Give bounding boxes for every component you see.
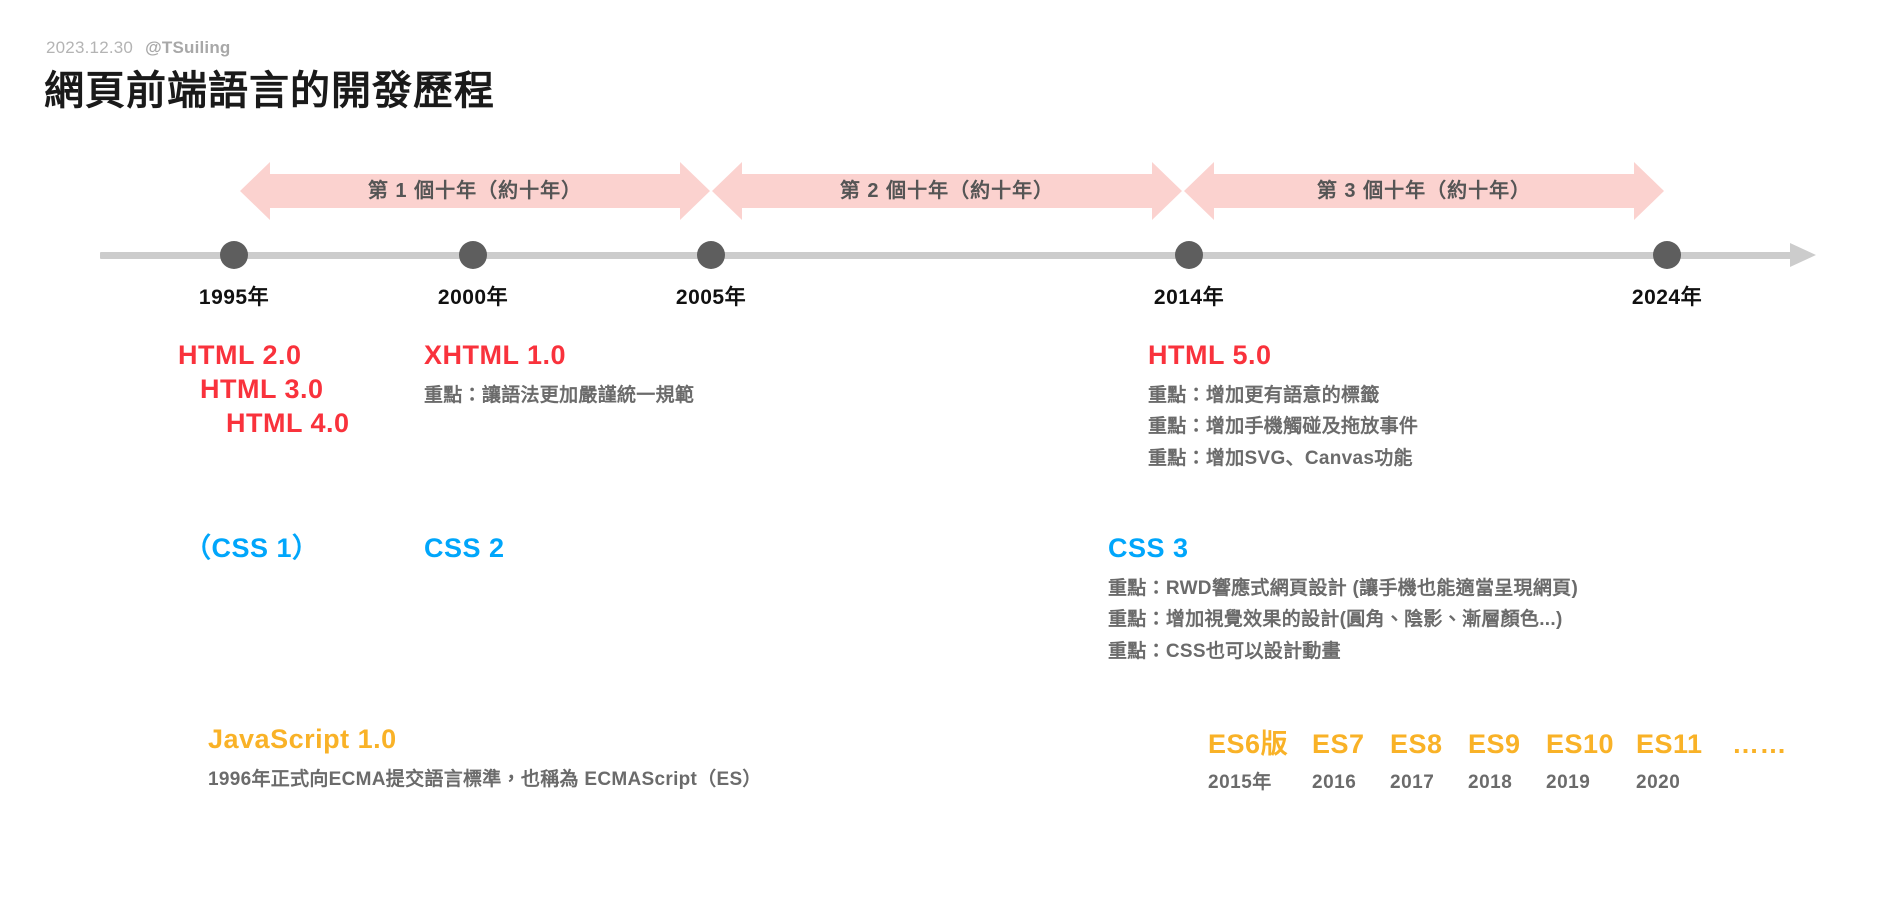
html-version-3: HTML 3.0 bbox=[200, 374, 324, 405]
css3-note-3: 重點：CSS也可以設計動畫 bbox=[1108, 640, 1341, 662]
decade-band-1: 第 1 個十年（約十年） bbox=[240, 162, 710, 220]
xhtml-heading: XHTML 1.0 bbox=[424, 340, 567, 370]
css-block-2014: CSS 3 重點：RWD響應式網頁設計 (讓手機也能適當呈現網頁) 重點：增加視… bbox=[1108, 531, 1578, 667]
timeline-dot-2014 bbox=[1175, 241, 1203, 269]
timeline-dot-2024 bbox=[1653, 241, 1681, 269]
es-versions-block: ES6版 ES7 ES8 ES9 ES10 ES11 …… 2015年 2016… bbox=[1208, 722, 1822, 794]
double-arrow-icon bbox=[712, 162, 1182, 220]
page-title: 網頁前端語言的開發歷程 bbox=[44, 69, 495, 113]
decade-label-2: 第 2 個十年（約十年） bbox=[839, 180, 1055, 202]
timeline-label-2005: 2005年 bbox=[675, 286, 747, 309]
byline-author: @TSuiling bbox=[145, 38, 231, 57]
es-version-years-row: 2015年 2016 2017 2018 2019 2020 bbox=[1208, 767, 1822, 794]
xhtml-note-1: 重點：讓語法更加嚴謹統一規範 bbox=[424, 385, 695, 407]
es-version-es7: ES7 bbox=[1312, 729, 1365, 759]
js-block-1995: JavaScript 1.0 1996年正式向ECMA提交語言標準，也稱為 EC… bbox=[208, 722, 762, 795]
double-arrow-icon bbox=[1184, 162, 1664, 220]
timeline-label-2000: 2000年 bbox=[437, 286, 509, 309]
byline: 2023.12.30 @TSuiling bbox=[46, 38, 231, 58]
timeline-dot-2005 bbox=[697, 241, 725, 269]
html5-note-1: 重點：增加更有語意的標籤 bbox=[1148, 385, 1380, 407]
html-version-2: HTML 2.0 bbox=[178, 340, 302, 370]
double-arrow-icon bbox=[240, 162, 710, 220]
decade-label-3: 第 3 個十年（約十年） bbox=[1316, 180, 1532, 202]
es-version-es8: ES8 bbox=[1390, 729, 1443, 759]
html5-note-3: 重點：增加SVG、Canvas功能 bbox=[1148, 447, 1413, 469]
css3-note-1: 重點：RWD響應式網頁設計 (讓手機也能適當呈現網頁) bbox=[1108, 578, 1579, 600]
es-version-names-row: ES6版 ES7 ES8 ES9 ES10 ES11 …… bbox=[1208, 722, 1822, 761]
es-version-ellipsis: …… bbox=[1732, 729, 1787, 759]
html-block-2000: XHTML 1.0 重點：讓語法更加嚴謹統一規範 bbox=[424, 338, 694, 411]
es-year-2019: 2019 bbox=[1546, 772, 1591, 793]
html-version-4: HTML 4.0 bbox=[226, 408, 350, 439]
javascript-heading: JavaScript 1.0 bbox=[208, 724, 397, 754]
html5-note-2: 重點：增加手機觸碰及拖放事件 bbox=[1148, 416, 1419, 438]
html5-heading: HTML 5.0 bbox=[1148, 340, 1272, 370]
html-block-1995: HTML 2.0 HTML 3.0 HTML 4.0 bbox=[178, 338, 350, 440]
es-year-2018: 2018 bbox=[1468, 772, 1513, 793]
css-block-2000: CSS 2 bbox=[424, 531, 505, 565]
decade-label-1: 第 1 個十年（約十年） bbox=[367, 180, 583, 202]
es-year-2015: 2015年 bbox=[1208, 772, 1272, 793]
timeline-dot-1995 bbox=[220, 241, 248, 269]
es-version-es9: ES9 bbox=[1468, 729, 1521, 759]
es-version-es10: ES10 bbox=[1546, 729, 1615, 759]
html-block-2014: HTML 5.0 重點：增加更有語意的標籤 重點：增加手機觸碰及拖放事件 重點：… bbox=[1148, 338, 1418, 474]
timeline-label-2024: 2024年 bbox=[1631, 286, 1703, 309]
timeline-label-1995: 1995年 bbox=[198, 286, 270, 309]
css-block-1995: （CSS 1） bbox=[184, 531, 320, 565]
css2-heading: CSS 2 bbox=[424, 533, 505, 563]
es-year-2017: 2017 bbox=[1390, 772, 1435, 793]
es-year-2016: 2016 bbox=[1312, 772, 1357, 793]
es-version-es6: ES6版 bbox=[1208, 729, 1289, 759]
es-version-es11: ES11 bbox=[1636, 729, 1703, 759]
timeline-arrowhead-icon bbox=[1790, 243, 1816, 267]
timeline-dot-2000 bbox=[459, 241, 487, 269]
javascript-note-1: 1996年正式向ECMA提交語言標準，也稱為 ECMAScript（ES） bbox=[208, 769, 762, 791]
decade-band-2: 第 2 個十年（約十年） bbox=[712, 162, 1182, 220]
es-year-2020: 2020 bbox=[1636, 772, 1681, 793]
timeline-label-2014: 2014年 bbox=[1153, 286, 1225, 309]
css3-note-2: 重點：增加視覺效果的設計(圓角、陰影、漸層顏色...) bbox=[1108, 609, 1563, 631]
css3-heading: CSS 3 bbox=[1108, 533, 1189, 563]
css1-heading: （CSS 1） bbox=[184, 533, 320, 563]
timeline-axis bbox=[100, 252, 1800, 259]
decade-band-3: 第 3 個十年（約十年） bbox=[1184, 162, 1664, 220]
byline-date: 2023.12.30 bbox=[46, 38, 134, 57]
